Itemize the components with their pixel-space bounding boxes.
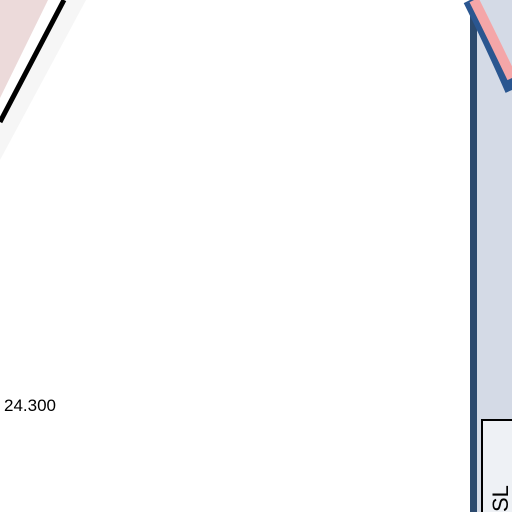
panel-border bbox=[470, 0, 477, 512]
diagonal-edge bbox=[0, 0, 67, 124]
tag-box bbox=[481, 419, 512, 512]
arc-fill bbox=[469, 0, 512, 81]
shadow-band bbox=[0, 0, 86, 160]
tag-label: SL bbox=[488, 485, 512, 512]
pink-band bbox=[0, 0, 48, 98]
price-label: 24.300 bbox=[4, 396, 56, 415]
